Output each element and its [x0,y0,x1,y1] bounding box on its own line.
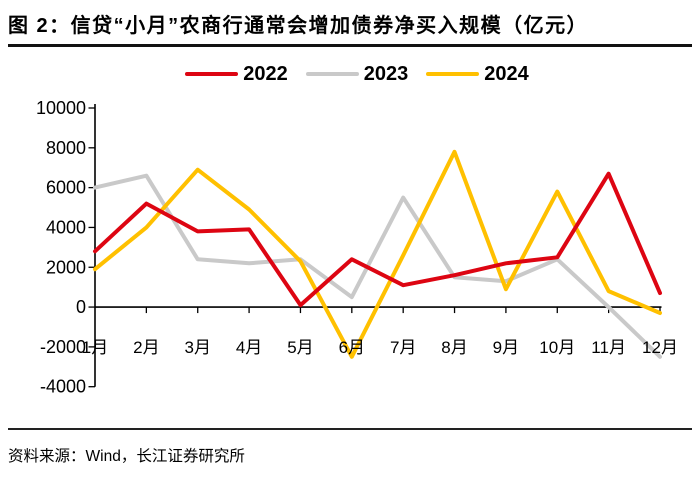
x-axis-label: 4月 [236,338,262,357]
x-axis-label: 5月 [287,338,313,357]
x-axis-label: 7月 [390,338,416,357]
line-series-2022 [93,171,662,308]
footer-rule [8,428,692,430]
legend-swatch-2023 [305,71,359,77]
legend-label-2023: 2023 [363,63,409,85]
title-underline [8,44,692,47]
line-series-2023 [93,173,662,359]
legend-swatch-2022 [185,71,239,77]
y-axis-label: 6000 [46,178,86,198]
legend: 2022 2023 2024 [14,61,700,87]
legend-item-2023: 2023 [305,63,409,85]
x-axis-label: 2月 [133,338,159,357]
y-axis-label: 0 [76,297,86,317]
legend-item-2022: 2022 [185,64,288,84]
y-axis-label: 2000 [46,257,86,277]
x-axis-label: 9月 [493,338,519,357]
source-note: 资料来源：Wind，长江证券研究所 [8,448,245,465]
line-series-2024 [93,149,662,359]
x-axis-label: 1月 [82,338,108,357]
legend-label-2024: 2024 [484,63,529,85]
y-axis-label: -2000 [40,337,86,357]
legend-label-2022: 2022 [243,63,288,85]
y-axis-label: 10000 [36,98,86,118]
x-axis-label: 11月 [591,338,626,357]
x-axis-label: 3月 [184,338,210,357]
x-axis-label: 12月 [642,338,678,357]
x-axis-label: 10月 [539,338,575,357]
y-axis-label: 8000 [46,138,86,158]
x-axis-label: 8月 [441,338,467,357]
x-axis-label: 6月 [339,338,365,357]
y-axis-label: 4000 [46,217,86,237]
chart-title: 图 2：信贷“小月”农商行通常会增加债券净买入规模（亿元） [8,15,589,37]
y-axis-label: -4000 [40,377,86,397]
legend-item-2024: 2024 [426,64,529,84]
legend-swatch-2024 [426,71,480,77]
